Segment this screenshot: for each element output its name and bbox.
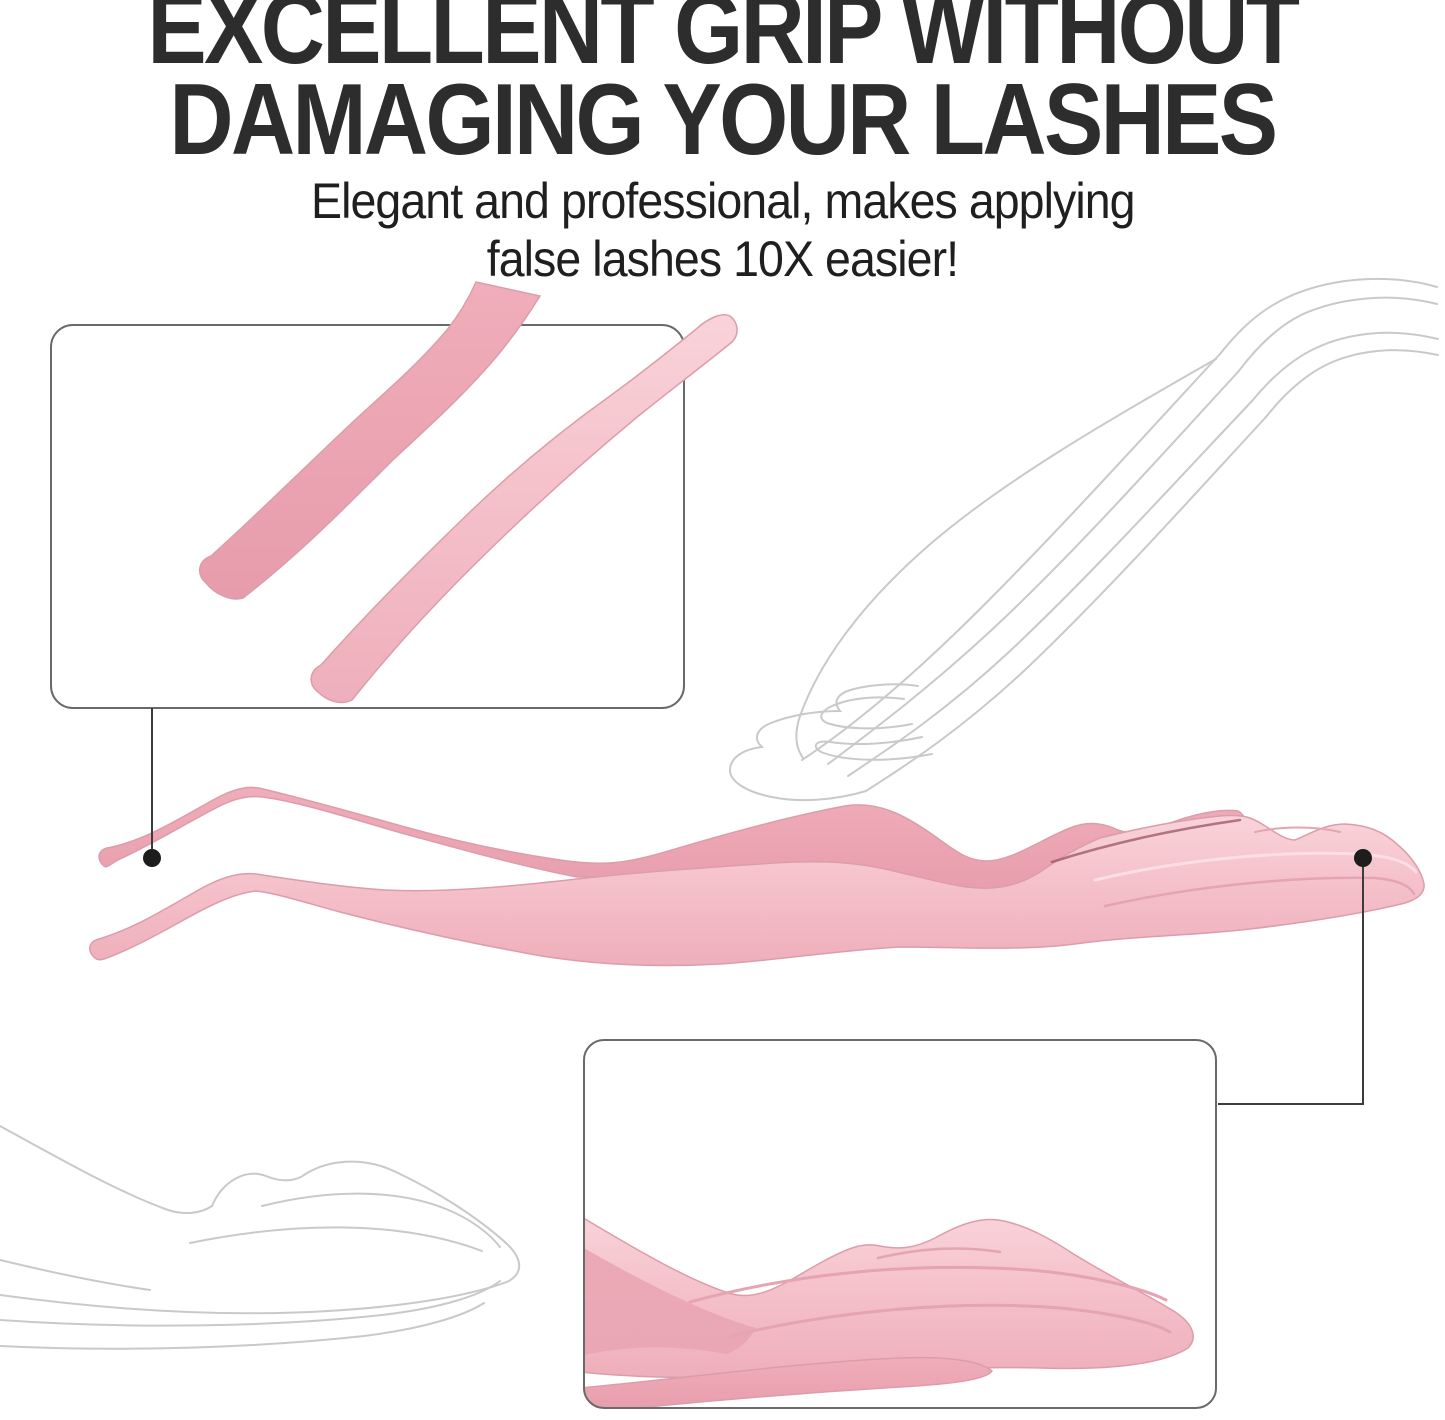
closeup-ridge-2 [728, 1303, 1172, 1338]
sketch-bottom-left-wing-outline [0, 1125, 521, 1350]
sketch-lower-prong-inner-line [1265, 349, 1439, 418]
wing-leader-line [1218, 858, 1364, 1105]
sketch-top-right-tweezers-outline [729, 277, 1439, 802]
sketch-wing-ridge-line-1 [820, 696, 913, 730]
subtitle-line-1: Elegant and professional, makes applying [310, 173, 1136, 229]
tip-callout-closeup [199, 281, 738, 704]
sketch-wing-inner-ridge-1 [261, 1192, 501, 1248]
sketch-body-sweep-line [0, 1125, 213, 1215]
sketch-lower-prong-outer-line [1251, 331, 1439, 402]
tweezers-lower-arm-and-wing [89, 814, 1425, 967]
tweezers-wing-ridge-shadow [1103, 876, 1416, 908]
closeup-wing-shading [584, 1246, 756, 1356]
tweezers-upper-arm [98, 786, 1247, 901]
closeup-lower-lip [584, 1356, 993, 1408]
sketch-under-curve-line [0, 1259, 151, 1291]
sketch-upper-prong-outer-line [1219, 277, 1438, 355]
sketch-lower-lip-line-2 [0, 1302, 485, 1350]
sketch-wing-outline [0, 1160, 521, 1315]
callout-leaders [151, 708, 1364, 1105]
subtitle: Elegant and professional, makes applying… [0, 172, 1445, 288]
tweezers-wing-ridge-highlight [1093, 851, 1418, 882]
sketch-lower-lip-line-1 [0, 1280, 501, 1327]
headline-line-2: DAMAGING YOUR LASHES [169, 63, 1278, 176]
sketch-upper-prong-inner-line [1237, 296, 1438, 373]
sketch-body-line-1 [801, 353, 1221, 761]
tweezers-wing-ridge-short [1254, 826, 1341, 833]
closeup-ridge-3 [876, 1247, 1002, 1260]
sketch-handle-bulge-line [795, 358, 1217, 759]
sketch-wing-outer-line [729, 683, 919, 802]
subtitle-line-2: false lashes 10X easier! [486, 231, 959, 287]
tip-callout-box [50, 324, 685, 709]
closeup-ridge-1 [688, 1265, 1168, 1304]
wing-callout-box [583, 1039, 1217, 1409]
headline: EXCELLENT GRIP WITHOUT DAMAGING YOUR LAS… [0, 0, 1445, 176]
product-tweezers [89, 786, 1425, 967]
wing-point-marker [1354, 849, 1372, 867]
sketch-wing-inner-ridge-2 [189, 1226, 483, 1252]
closeup-lower-tip [310, 314, 738, 704]
sketch-body-line-4 [865, 416, 1267, 792]
sketch-wing-ridge-line-2 [814, 736, 933, 761]
closeup-upper-tip [199, 281, 542, 600]
wing-callout-closeup [584, 1214, 1194, 1408]
sketch-body-line-2 [827, 371, 1239, 765]
tip-point-marker [143, 849, 161, 867]
tweezers-wing-seam [1050, 818, 1242, 864]
headline-line-1: EXCELLENT GRIP WITHOUT [147, 0, 1300, 85]
